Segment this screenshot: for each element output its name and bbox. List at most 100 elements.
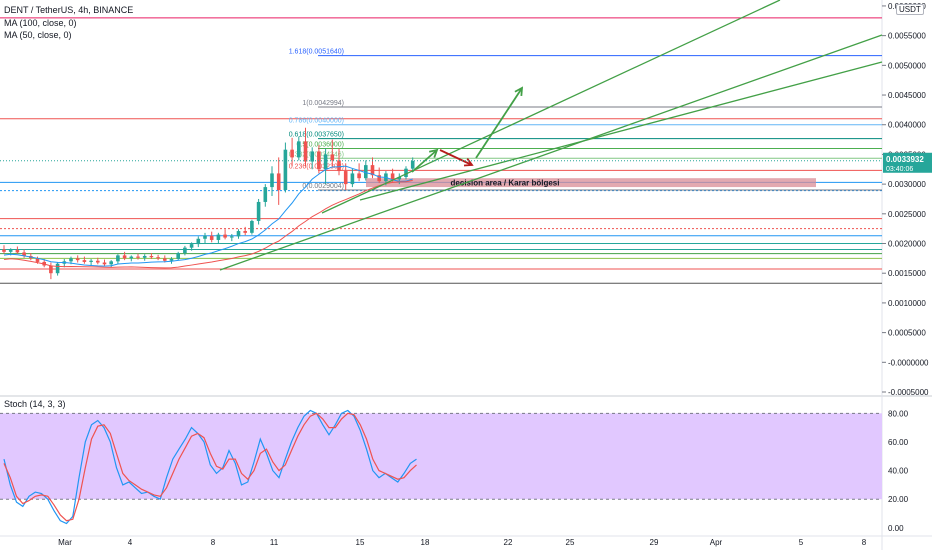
candle-body: [89, 260, 93, 262]
candle-body: [189, 244, 194, 248]
candle-body: [209, 235, 214, 240]
projection-arrow-up-2-head: [514, 86, 524, 97]
candle-body: [183, 247, 187, 254]
candle-body: [196, 238, 201, 245]
candle-body: [290, 149, 294, 158]
candle-body: [2, 249, 6, 252]
candle-body: [250, 220, 254, 233]
decision-area-box: [366, 178, 816, 188]
ma50-legend[interactable]: MA (50, close, 0): [4, 30, 72, 40]
stoch-tick-label: 40.00: [888, 467, 909, 476]
price-tick-label: -0.0005000: [888, 388, 929, 397]
candle-body: [337, 160, 341, 172]
channel-trend-line: [321, 0, 781, 214]
candle-body: [82, 260, 87, 262]
time-tick-label: 11: [270, 538, 279, 547]
candle-body: [276, 173, 281, 191]
time-tick-label: 8: [211, 538, 216, 547]
candle-body: [176, 253, 180, 259]
candle-body: [230, 236, 234, 238]
candle-body: [390, 173, 395, 180]
candle-body: [102, 262, 107, 265]
candle-body: [49, 265, 53, 274]
fib-level-label: 0.236(0.0032308): [289, 163, 344, 170]
candle-body: [116, 255, 120, 262]
candle-body: [397, 176, 402, 180]
candle-body: [243, 231, 247, 233]
candle-body: [35, 258, 40, 262]
candle-body: [156, 257, 160, 259]
fib-level-label: 0.382(0.0034346): [289, 151, 344, 158]
channel-trend-line: [219, 34, 883, 271]
candle-body: [223, 234, 227, 238]
candle-body: [8, 250, 13, 252]
price-tick-label: 0.0015000: [888, 269, 926, 278]
fib-level-label: 1(0.0042994): [302, 100, 344, 107]
projection-arrow-up-1-head: [428, 148, 439, 158]
candle-body: [109, 261, 113, 265]
time-tick-label: 4: [128, 538, 133, 547]
price-tick-label: 0.0025000: [888, 210, 926, 219]
candle-body: [203, 235, 207, 239]
time-tick-label: 18: [421, 538, 430, 547]
candle-body: [22, 252, 26, 256]
price-tick-label: -0.0000000: [888, 358, 929, 367]
candle-body: [15, 250, 20, 253]
current-price-badge: [883, 152, 932, 173]
fib-level-label: 0(0.0029004): [302, 183, 344, 190]
price-tick-label: 0.0030000: [888, 180, 926, 189]
price-tick-label: 0.0005000: [888, 329, 926, 338]
ma100-legend[interactable]: MA (100, close, 0): [4, 18, 77, 28]
time-tick-label: Mar: [58, 538, 72, 547]
price-tick-label: 0.0045000: [888, 91, 926, 100]
stoch-band: [0, 413, 882, 500]
candle-body: [404, 168, 408, 177]
time-tick-label: 8: [862, 538, 867, 547]
candle-body: [256, 201, 261, 221]
time-tick-label: 29: [650, 538, 659, 547]
current-price-value: 0.0033932: [886, 155, 924, 164]
candle-body: [69, 258, 73, 262]
fib-level-label: 0.618(0.0037650): [289, 132, 344, 139]
stoch-legend[interactable]: Stoch (14, 3, 3): [4, 399, 66, 409]
candle-body: [343, 171, 348, 185]
candle-body: [370, 165, 375, 176]
candle-body: [55, 263, 60, 274]
candle-body: [163, 258, 167, 261]
stoch-k-line: [3, 409, 417, 525]
candle-body: [330, 154, 335, 161]
price-tick-label: 0.0055000: [888, 32, 926, 41]
candle-body: [350, 173, 355, 185]
projection-arrow-up-2: [475, 87, 523, 159]
current-price-countdown: 03:40:06: [886, 166, 913, 173]
stoch-tick-label: 60.00: [888, 438, 909, 447]
time-tick-label: 25: [566, 538, 575, 547]
projection-arrow-up-1: [411, 149, 438, 173]
candle-body: [283, 149, 288, 191]
stoch-tick-label: 20.00: [888, 495, 909, 504]
candle-body: [410, 160, 415, 169]
symbol-legend[interactable]: DENT / TetherUS, 4h, BINANCE: [4, 5, 134, 15]
candle-body: [323, 154, 328, 170]
fib-level-label: 1.618(0.0051640): [289, 49, 344, 56]
stoch-tick-label: 80.00: [888, 409, 909, 418]
candle-body: [216, 234, 221, 240]
time-tick-label: 22: [504, 538, 513, 547]
projection-arrow-down: [439, 149, 473, 166]
decision-area-label: decision area / Karar bölgesi: [451, 179, 560, 188]
time-tick-label: 15: [356, 538, 365, 547]
candle-body: [129, 256, 134, 259]
stoch-tick-label: 0.00: [888, 524, 904, 533]
candle-body: [236, 231, 241, 237]
candle-body: [310, 151, 314, 162]
candle-body: [122, 255, 127, 259]
candle-body: [357, 173, 361, 179]
price-tick-label: 0.0050000: [888, 61, 926, 70]
time-tick-label: Apr: [710, 538, 723, 547]
fib-level-label: 0.786(0.0040000): [289, 118, 344, 125]
candle-body: [303, 141, 308, 162]
stoch-d-line: [3, 412, 417, 522]
candle-body: [142, 255, 147, 258]
